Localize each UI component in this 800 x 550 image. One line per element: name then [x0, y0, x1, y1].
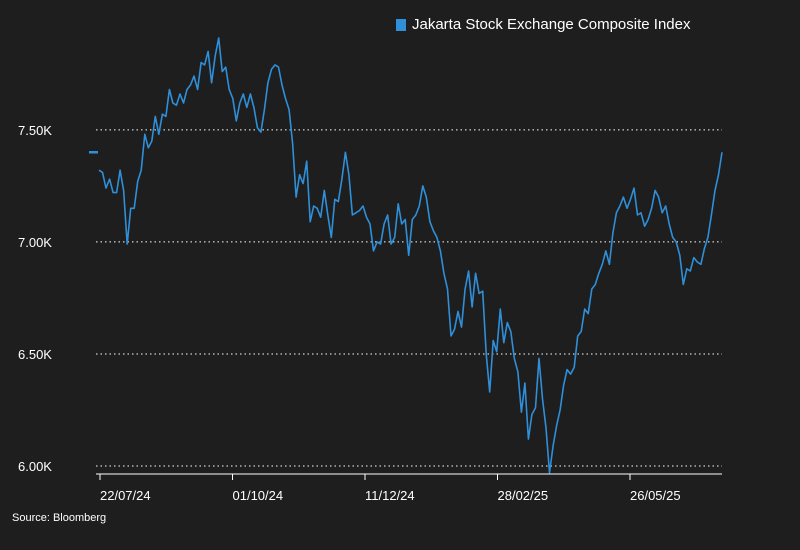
x-tick-label: 28/02/25 — [498, 488, 549, 503]
legend-swatch — [396, 18, 406, 31]
x-tick-label: 01/10/24 — [233, 488, 284, 503]
y-tick-label: 6.00K — [18, 459, 52, 474]
x-tick-label: 26/05/25 — [630, 488, 681, 503]
series-line-jakarta-composite — [98, 37, 723, 474]
source-note: Source: Bloomberg — [12, 512, 107, 524]
x-tick-label: 11/12/24 — [365, 488, 415, 503]
legend: Jakarta Stock Exchange Composite Index — [396, 16, 690, 33]
y-tick-label: 7.50K — [18, 123, 52, 138]
legend-label: Jakarta Stock Exchange Composite Index — [412, 16, 691, 33]
y-tick-label: 6.50K — [18, 347, 52, 362]
x-tick-label: 22/07/24 — [100, 488, 151, 503]
y-tick-label: 7.00K — [18, 235, 52, 250]
